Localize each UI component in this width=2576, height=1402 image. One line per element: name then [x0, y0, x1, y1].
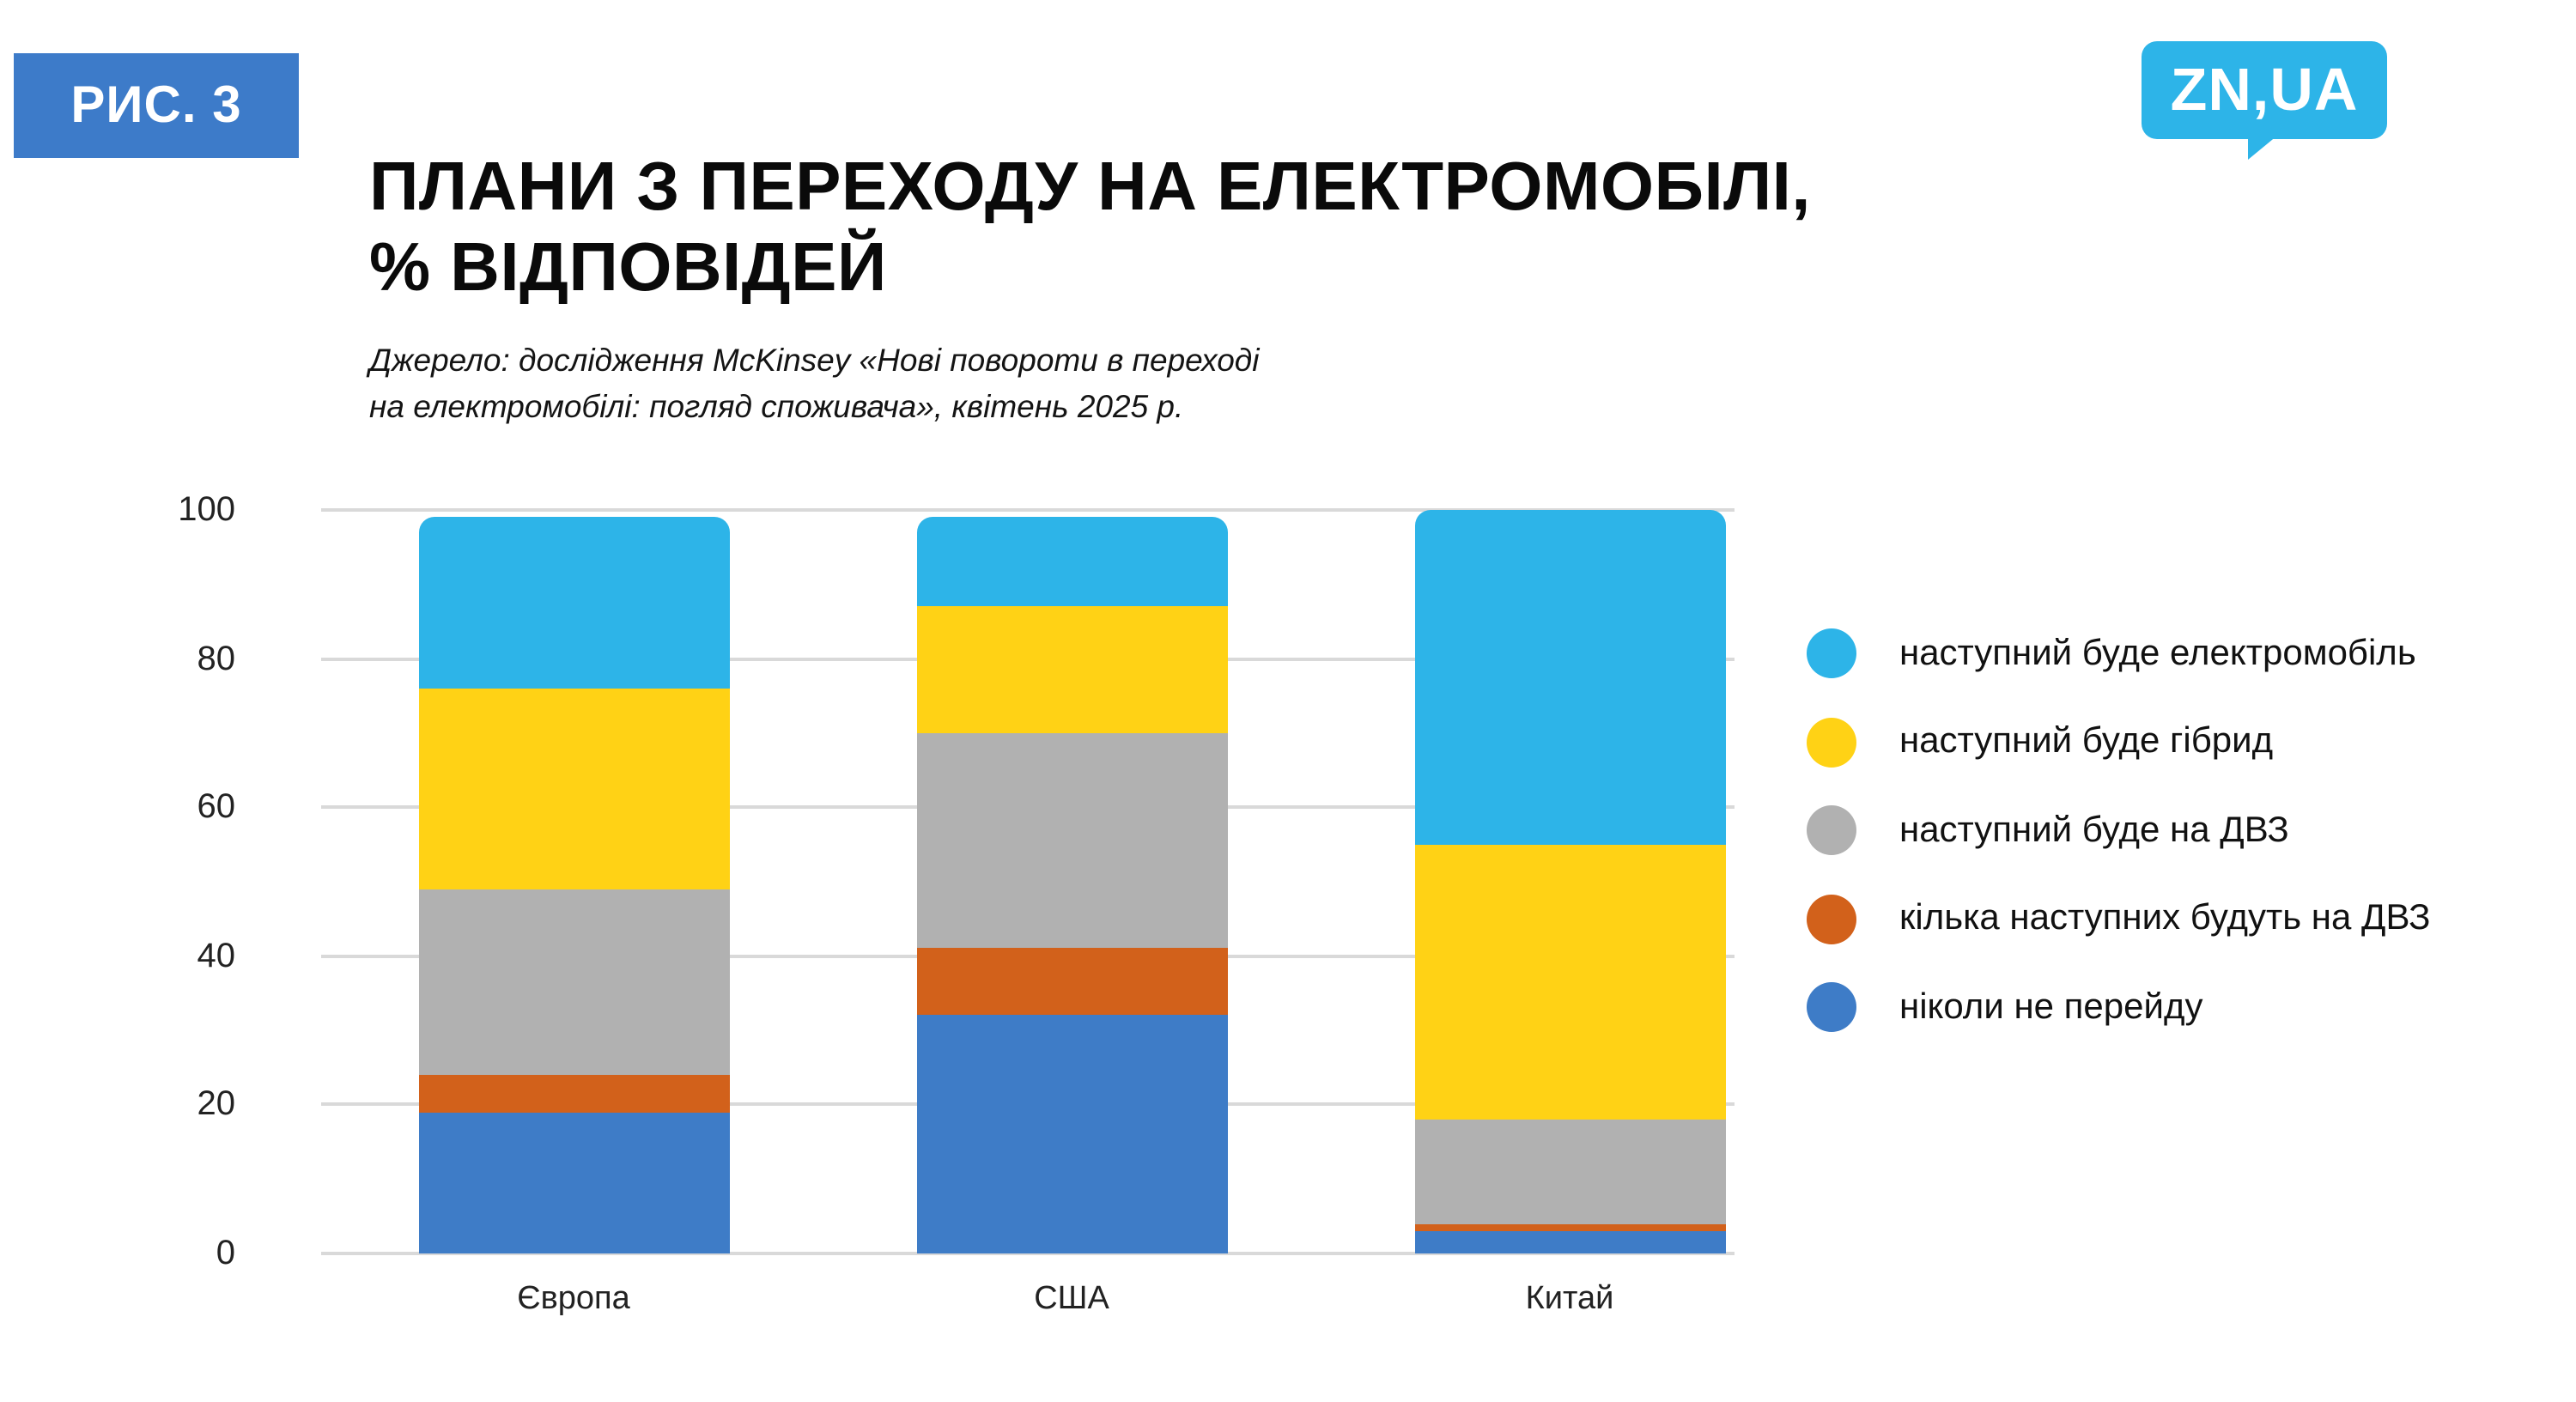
legend-item: наступний буде гібрид: [1807, 717, 2430, 767]
bar-segment: [1414, 844, 1725, 1120]
legend-swatch: [1807, 894, 1856, 944]
legend-label: наступний буде на ДВЗ: [1899, 810, 2289, 849]
y-axis: 0 20 40 60 80 100: [69, 491, 236, 1272]
chart-title-line2: % ВІДПОВІДЕЙ: [369, 230, 887, 306]
y-tick-label: 40: [197, 937, 236, 975]
legend: наступний буде електромобіль наступний бу…: [1807, 628, 2430, 1071]
source-note: Джерело: дослідження McKinsey «Нові пово…: [369, 337, 1260, 429]
bar-segment: [418, 889, 729, 1076]
logo-speech-tail: [2248, 136, 2277, 160]
chart-title-line1: ПЛАНИ З ПЕРЕХОДУ НА ЕЛЕКТРОМОБІЛІ,: [369, 149, 1811, 225]
bar-segment: [916, 732, 1227, 949]
bar-segment: [916, 1015, 1227, 1253]
y-tick-label: 80: [197, 640, 236, 678]
x-category-label: Китай: [1525, 1281, 1614, 1317]
legend-label: ніколи не перейду: [1899, 986, 2203, 1026]
bar-segment: [418, 517, 729, 689]
bar-segment: [916, 517, 1227, 607]
gridline: [321, 1252, 1735, 1255]
bar-segment: [418, 1075, 729, 1113]
znua-logo: ZN,UA: [2142, 41, 2387, 160]
legend-label: кілька наступних будуть на ДВЗ: [1899, 898, 2431, 938]
y-tick-label: 100: [178, 491, 235, 529]
stacked-bar-3: [1414, 510, 1725, 1253]
y-tick-label: 20: [197, 1085, 236, 1124]
legend-label: наступний буде гібрид: [1899, 721, 2274, 761]
x-axis: Європа США Китай: [321, 1281, 1735, 1326]
x-category-label: Європа: [517, 1281, 630, 1317]
znua-logo-text: ZN,UA: [2170, 56, 2359, 123]
plot-area: [321, 508, 1735, 1255]
y-tick-label: 60: [197, 788, 236, 827]
bar-segment: [1414, 1120, 1725, 1224]
legend-swatch: [1807, 717, 1856, 767]
x-category-label: США: [1034, 1281, 1109, 1317]
legend-item: наступний буде на ДВЗ: [1807, 805, 2430, 855]
legend-swatch: [1807, 805, 1856, 855]
figure-badge: РИС. 3: [14, 53, 299, 158]
bar-segment: [418, 1112, 729, 1253]
legend-swatch: [1807, 982, 1856, 1032]
bar-segment: [1414, 1230, 1725, 1253]
legend-item: ніколи не перейду: [1807, 982, 2430, 1032]
legend-swatch: [1807, 628, 1856, 678]
stacked-bar-2: [916, 517, 1227, 1253]
gridline: [321, 508, 1735, 512]
legend-item: наступний буде електромобіль: [1807, 628, 2430, 678]
bar-segment: [916, 606, 1227, 733]
source-note-line2: на електромобілі: погляд споживача», кві…: [369, 388, 1184, 424]
bar-segment: [916, 948, 1227, 1016]
source-note-line1: Джерело: дослідження McKinsey «Нові пово…: [369, 342, 1260, 378]
bar-segment: [418, 688, 729, 889]
bar-segment: [1414, 510, 1725, 845]
y-tick-label: 0: [216, 1235, 235, 1272]
bar-segment: [1414, 1223, 1725, 1231]
legend-label: наступний буде електромобіль: [1899, 633, 2416, 672]
chart-title: ПЛАНИ З ПЕРЕХОДУ НА ЕЛЕКТРОМОБІЛІ, % ВІД…: [369, 148, 1811, 309]
legend-item: кілька наступних будуть на ДВЗ: [1807, 894, 2430, 944]
stacked-bar-1: [418, 517, 729, 1253]
